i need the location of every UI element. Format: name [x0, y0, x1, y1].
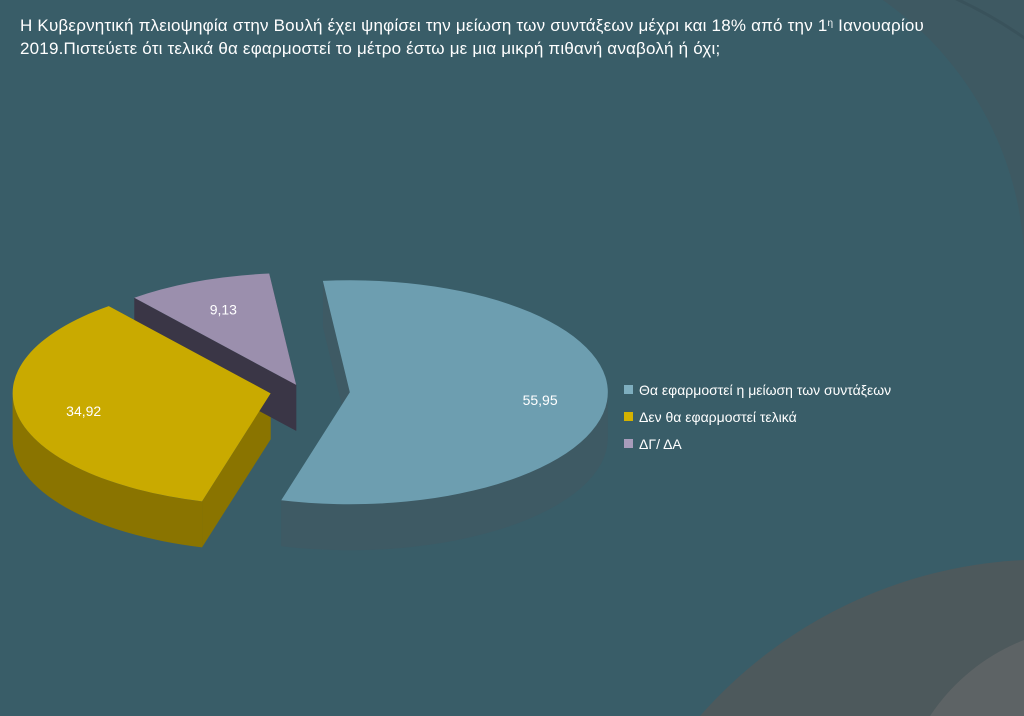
pie-slice-implemented-side-0 [281, 392, 608, 551]
legend-label-dont-know: ΔΓ/ ΔΑ [639, 435, 682, 452]
legend-swatch-not-implemented [624, 412, 633, 421]
legend-swatch-implemented [624, 385, 633, 394]
legend-swatch-dont-know [624, 439, 633, 448]
title-line1-text: Η Κυβερνητική πλειοψηφία στην Βουλή έχει… [20, 16, 828, 35]
title-superscript: η [827, 18, 834, 29]
legend-label-implemented: Θα εφαρμοστεί η μείωση των συντάξεων [639, 381, 892, 398]
pie-slice-not-implemented-wall-0 [202, 393, 271, 548]
pie-slice-implemented [281, 280, 608, 505]
chart-legend: Θα εφαρμοστεί η μείωση των συντάξεων Δεν… [624, 376, 891, 457]
legend-item-not-implemented: Δεν θα εφαρμοστεί τελικά [624, 403, 891, 430]
pie-tops [12, 273, 608, 505]
pie-labels: 55,95 34,92 9,13 [66, 301, 558, 419]
data-label-not-implemented: 34,92 [66, 403, 101, 419]
data-label-implemented: 55,95 [523, 392, 558, 408]
page-title: Η Κυβερνητική πλειοψηφία στην Βουλή έχει… [20, 14, 1010, 60]
data-label-dont-know: 9,13 [210, 301, 237, 317]
legend-label-not-implemented: Δεν θα εφαρμοστεί τελικά [639, 408, 797, 425]
pie-slice-not-implemented-side-0 [12, 393, 203, 548]
legend-item-implemented: Θα εφαρμοστεί η μείωση των συντάξεων [624, 376, 891, 403]
pie-slice-dont-know [134, 273, 297, 385]
title-line2-text: 2019.Πιστεύετε ότι τελικά θα εφαρμοστεί … [20, 39, 721, 58]
pie-slice-not-implemented [12, 306, 271, 502]
pie-slice-implemented-wall-0 [322, 280, 350, 439]
title-line1-tail: Ιανουαρίου [833, 16, 925, 35]
legend-item-dont-know: ΔΓ/ ΔΑ [624, 430, 891, 457]
